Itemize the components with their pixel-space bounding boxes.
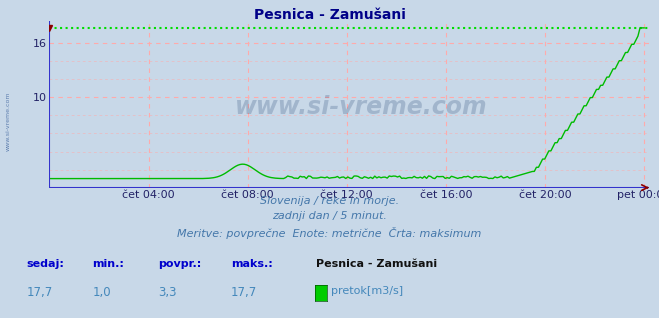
Text: maks.:: maks.: [231,259,272,269]
Text: www.si-vreme.com: www.si-vreme.com [6,91,11,151]
Text: Meritve: povprečne  Enote: metrične  Črta: maksimum: Meritve: povprečne Enote: metrične Črta:… [177,227,482,239]
Text: zadnji dan / 5 minut.: zadnji dan / 5 minut. [272,211,387,221]
Text: 17,7: 17,7 [231,286,257,299]
Text: Pesnica - Zamušani: Pesnica - Zamušani [316,259,438,269]
Text: pretok[m3/s]: pretok[m3/s] [331,286,403,296]
Text: Slovenija / reke in morje.: Slovenija / reke in morje. [260,196,399,205]
Text: Pesnica - Zamušani: Pesnica - Zamušani [254,8,405,22]
Text: 1,0: 1,0 [92,286,111,299]
Text: www.si-vreme.com: www.si-vreme.com [235,95,488,120]
Text: min.:: min.: [92,259,124,269]
Text: povpr.:: povpr.: [158,259,202,269]
Text: sedaj:: sedaj: [26,259,64,269]
Text: 3,3: 3,3 [158,286,177,299]
Text: 17,7: 17,7 [26,286,53,299]
